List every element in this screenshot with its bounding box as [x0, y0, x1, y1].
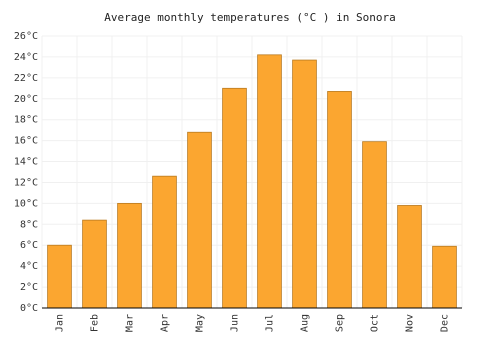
x-tick-label: Feb	[90, 314, 101, 332]
bar	[152, 175, 177, 309]
bar	[432, 245, 457, 309]
x-tick-label: Aug	[300, 314, 311, 332]
x-tick-label: May	[195, 314, 206, 332]
chart-title: Average monthly temperatures (°C ) in So…	[104, 11, 395, 24]
y-tick-label: 18°C	[14, 115, 38, 126]
x-tick-label: Jun	[230, 314, 241, 332]
y-tick-label: 0°C	[20, 303, 38, 314]
x-tick-label: Mar	[125, 314, 136, 332]
x-tick-label: Jan	[55, 314, 66, 332]
x-tick-label: Oct	[370, 314, 381, 332]
bar	[362, 141, 387, 309]
y-tick-label: 12°C	[14, 177, 38, 188]
bar	[257, 54, 282, 309]
y-tick-label: 14°C	[14, 157, 38, 168]
y-tick-label: 4°C	[20, 261, 38, 272]
x-tick-label: Dec	[440, 314, 451, 332]
x-tick-label: Nov	[405, 314, 416, 332]
y-tick-label: 22°C	[14, 73, 38, 84]
y-tick-label: 20°C	[14, 94, 38, 105]
bar	[117, 202, 142, 309]
y-tick-label: 2°C	[20, 282, 38, 293]
y-tick-label: 26°C	[14, 31, 38, 42]
bar	[292, 59, 317, 309]
y-tick-label: 6°C	[20, 240, 38, 251]
x-tick-label: Sep	[335, 314, 346, 332]
bar	[397, 205, 422, 309]
y-tick-label: 24°C	[14, 52, 38, 63]
bar	[47, 244, 72, 309]
x-tick-label: Apr	[160, 314, 171, 332]
y-tick-label: 10°C	[14, 198, 38, 209]
bar	[82, 219, 107, 309]
bar	[327, 91, 352, 309]
bar	[187, 131, 212, 309]
bar	[222, 87, 247, 309]
x-tick-label: Jul	[265, 314, 276, 332]
y-tick-label: 16°C	[14, 136, 38, 147]
y-tick-label: 8°C	[20, 219, 38, 230]
